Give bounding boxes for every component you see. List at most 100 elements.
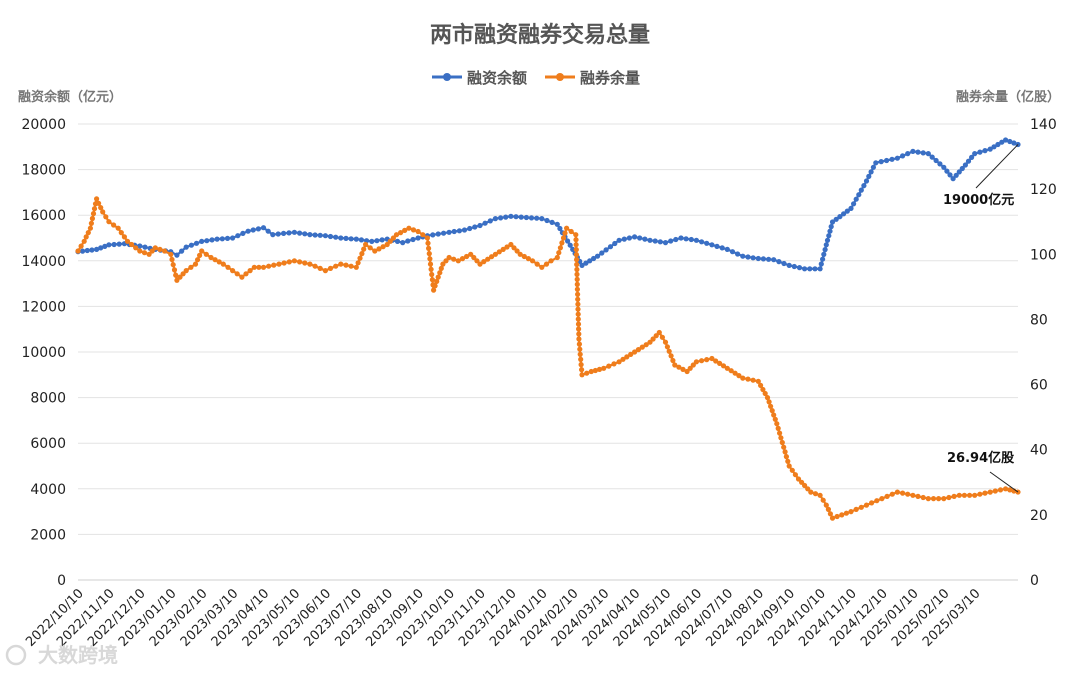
- securities-lending-point: [575, 301, 581, 307]
- securities-lending-point: [575, 306, 581, 312]
- securities-lending-point: [271, 262, 277, 268]
- securities-lending-point: [333, 263, 339, 269]
- financing-balance-point: [959, 165, 965, 172]
- securities-lending-point: [477, 261, 483, 267]
- financing-balance-point: [557, 225, 563, 232]
- securities-lending-point: [670, 357, 676, 364]
- securities-lending-point: [910, 492, 916, 498]
- securities-lending-point: [709, 355, 715, 362]
- securities-lending-point: [517, 251, 523, 257]
- legend-label-securities: 融券余量: [580, 69, 640, 87]
- securities-lending-point: [152, 245, 158, 251]
- financing-balance-point: [719, 245, 725, 251]
- financing-balance-point: [317, 232, 323, 238]
- financing-balance-point: [369, 238, 375, 244]
- y-left-tick-label: 18000: [21, 163, 66, 179]
- y-left-axis-title: 融资余额（亿元）: [18, 89, 122, 105]
- securities-lending-point: [690, 362, 696, 368]
- securities-lending-point: [574, 271, 580, 277]
- securities-lending-point: [779, 439, 785, 446]
- securities-lending-point: [103, 214, 109, 220]
- securities-lending-point: [997, 487, 1004, 493]
- securities-lending-point: [769, 408, 775, 414]
- securities-lending-point: [662, 339, 669, 345]
- securities-lending-point: [656, 329, 662, 336]
- securities-lending-point: [260, 264, 267, 270]
- securities-lending-point: [174, 277, 180, 283]
- financing-balance-point: [821, 251, 827, 257]
- financing-balance-point: [837, 214, 843, 220]
- securities-lending-point: [758, 382, 764, 388]
- securities-lending-point: [393, 232, 400, 238]
- legend-marker-financing: [443, 73, 451, 81]
- securities-lending-line: [77, 197, 1019, 520]
- financing-balance-point: [204, 238, 210, 244]
- securities-lending-point: [951, 493, 957, 499]
- financing-balance-point: [853, 196, 859, 202]
- financing-balance-point: [982, 148, 988, 154]
- financing-balance-point: [374, 238, 380, 244]
- securities-lending-point: [680, 366, 686, 372]
- financing-balance-point: [84, 247, 90, 254]
- financing-balance-point: [94, 246, 100, 252]
- securities-lending-point: [118, 230, 124, 236]
- securities-lending-point: [1007, 487, 1013, 493]
- financing-balance-point: [781, 260, 787, 267]
- securities-lending-point: [556, 250, 562, 256]
- securities-lending-point: [307, 261, 313, 267]
- financing-balance-point: [565, 238, 571, 244]
- financing-balance-point: [179, 248, 185, 254]
- securities-lending-point: [869, 500, 875, 506]
- securities-lending-point: [173, 272, 179, 278]
- financing-balance-point: [894, 155, 901, 161]
- securities-lending-point: [720, 363, 727, 369]
- securities-lending-point: [982, 490, 988, 496]
- securities-lending-point: [529, 258, 536, 264]
- financing-balance-point: [482, 220, 488, 226]
- financing-balance-point: [467, 225, 473, 232]
- securities-lending-point: [577, 346, 583, 352]
- y-right-tick-label: 80: [1030, 312, 1048, 328]
- securities-lending-point: [203, 251, 209, 257]
- financing-balance-point: [307, 232, 313, 238]
- securities-lending-point: [879, 496, 885, 502]
- financing-balance-point: [1003, 137, 1009, 143]
- securities-lending-point: [157, 246, 163, 252]
- securities-lending-point: [192, 261, 199, 267]
- financing-balance-point: [297, 230, 303, 236]
- financing-balance-point: [80, 248, 86, 254]
- financing-balance-point: [230, 235, 236, 241]
- securities-lending-point: [992, 488, 998, 494]
- financing-balance-point: [487, 218, 493, 224]
- y-left-tick-label: 12000: [21, 299, 66, 315]
- financing-balance-point: [637, 235, 643, 241]
- financing-balance-point: [735, 251, 741, 257]
- annotation-financing: 19000亿元: [943, 192, 1014, 208]
- financing-balance-point: [394, 238, 401, 244]
- financing-balance-point: [704, 240, 710, 246]
- securities-lending-point: [782, 449, 788, 455]
- financing-balance-point: [219, 236, 225, 242]
- securities-lending-point: [774, 421, 780, 427]
- securities-lending-point: [650, 336, 656, 342]
- securities-lending-point: [1003, 486, 1009, 492]
- financing-balance-point: [925, 151, 931, 157]
- y-right-tick-label: 20: [1030, 508, 1048, 524]
- financing-balance-point: [275, 231, 281, 237]
- financing-balance-point: [587, 258, 593, 264]
- financing-balance-point: [828, 224, 834, 230]
- financing-balance-point: [868, 169, 874, 175]
- securities-lending-point: [286, 259, 292, 265]
- watermark-text: 大数跨境: [38, 643, 118, 667]
- securities-lending-point: [81, 238, 87, 244]
- financing-balance-point: [106, 242, 112, 248]
- securities-lending-point: [760, 386, 766, 393]
- securities-lending-point: [539, 264, 545, 270]
- financing-balance-point: [632, 234, 638, 240]
- financing-balance-point: [498, 215, 504, 221]
- financing-balance-point: [678, 235, 684, 241]
- financing-balance-point: [333, 234, 339, 240]
- financing-balance-point: [98, 245, 104, 251]
- securities-lending-point: [216, 259, 222, 265]
- securities-lending-point: [639, 344, 645, 350]
